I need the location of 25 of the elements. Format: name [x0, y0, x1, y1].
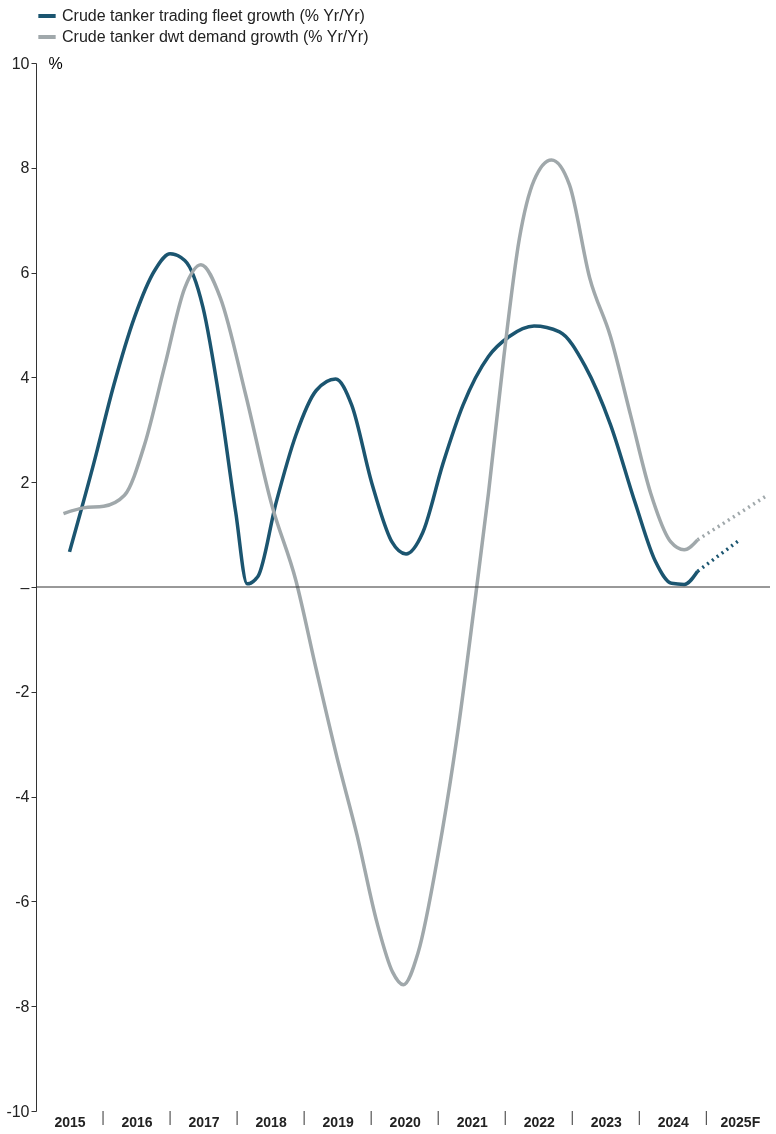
x-tick-label: 2025F	[720, 1113, 761, 1130]
x-tick-label: 2016	[121, 1113, 153, 1130]
y-tick-label: -4	[15, 788, 30, 806]
y-tick-label: -6	[15, 892, 30, 910]
y-tick-label: 4	[20, 368, 30, 386]
x-tick-label: 2018	[255, 1113, 287, 1130]
y-tick-label: –	[20, 578, 30, 596]
x-tick-label: 2024	[657, 1113, 690, 1130]
x-tick-label: 2017	[188, 1113, 220, 1130]
y-tick-label: 2	[20, 473, 30, 491]
y-tick-label: 8	[20, 159, 30, 177]
y-tick-label: 10	[11, 54, 30, 72]
x-tick-label: 2015	[54, 1113, 86, 1130]
y-tick-label: -8	[15, 997, 30, 1015]
x-tick-label: 2021	[456, 1113, 488, 1130]
legend-label: Crude tanker dwt demand growth (% Yr/Yr)	[62, 28, 369, 45]
x-tick-label: 2023	[590, 1113, 623, 1130]
x-tick-label: 2022	[523, 1113, 556, 1130]
y-tick-label: -2	[15, 683, 30, 701]
x-tick-label: 2020	[389, 1113, 421, 1130]
y-axis-title: %	[48, 54, 63, 72]
y-tick-label: 6	[20, 264, 30, 282]
legend-label: Crude tanker trading fleet growth (% Yr/Yr)	[62, 7, 365, 24]
y-tick-label: -10	[6, 1102, 30, 1120]
x-tick-label: 2019	[322, 1113, 354, 1130]
